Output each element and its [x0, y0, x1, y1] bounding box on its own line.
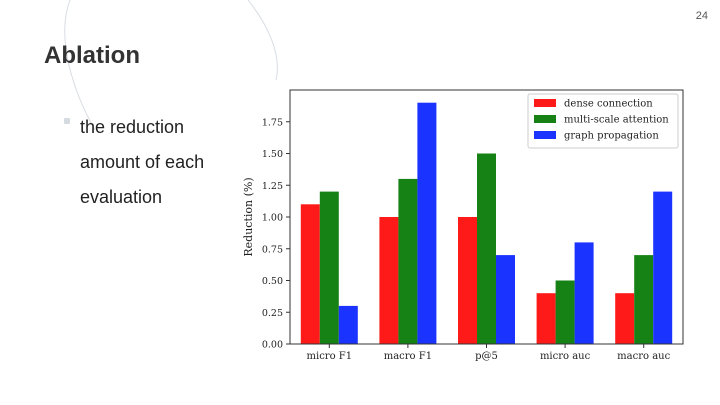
legend: dense connection multi-scale attention gra… — [527, 93, 679, 149]
x-tick-label: p@5 — [475, 351, 498, 362]
bar-dense-connection-0 — [300, 204, 320, 344]
bar-multi-scale-attention-3 — [555, 280, 575, 344]
legend-swatch-1 — [534, 115, 556, 123]
y-tick-label: 0.75 — [262, 244, 283, 255]
bar-graph-propagation-1 — [417, 102, 437, 344]
bar-dense-connection-4 — [615, 293, 635, 344]
bar-graph-propagation-4 — [653, 191, 673, 344]
bar-graph-propagation-2 — [496, 255, 515, 344]
legend-label-0: dense connection — [564, 99, 653, 110]
bar-chart: 0.00 0.25 0.50 0.75 1.00 1.25 1.50 1.75 micro F… — [242, 89, 684, 362]
legend-swatch-0 — [534, 99, 556, 107]
y-tick-label: 1.75 — [262, 117, 283, 128]
legend-label-2: graph propagation — [564, 131, 659, 142]
y-tick-label: 1.00 — [262, 213, 283, 224]
legend-swatch-2 — [534, 131, 556, 139]
bar-dense-connection-3 — [536, 293, 556, 344]
x-tick-label: micro F1 — [307, 351, 353, 362]
slide-title: Ablation — [44, 42, 140, 69]
bullet-text: the reduction amount of each evaluation — [80, 117, 205, 207]
y-tick-label: 0.00 — [262, 340, 283, 351]
x-tick-label: macro auc — [617, 351, 670, 362]
x-tick-label: macro F1 — [384, 351, 432, 362]
bar-multi-scale-attention-0 — [319, 191, 339, 344]
bars-group — [300, 102, 673, 344]
bar-multi-scale-attention-1 — [398, 178, 418, 344]
bar-dense-connection-2 — [458, 217, 477, 344]
y-axis-label: Reduction (%) — [242, 177, 255, 256]
x-axis: micro F1 macro F1 p@5 micro auc macro auc — [307, 344, 671, 362]
bar-graph-propagation-0 — [338, 305, 358, 344]
y-tick-label: 0.25 — [262, 308, 283, 319]
bullet-marker — [64, 118, 70, 124]
legend-label-1: multi-scale attention — [564, 115, 669, 126]
y-axis: 0.00 0.25 0.50 0.75 1.00 1.25 1.50 1.75 — [262, 117, 290, 351]
bar-graph-propagation-3 — [574, 242, 594, 344]
y-tick-label: 1.25 — [262, 181, 283, 192]
y-tick-label: 0.50 — [262, 276, 283, 287]
y-tick-label: 1.50 — [262, 149, 283, 160]
x-tick-label: micro auc — [540, 351, 591, 362]
bar-multi-scale-attention-4 — [634, 255, 654, 344]
legend-box — [527, 93, 679, 149]
page-number: 24 — [695, 10, 708, 22]
bar-multi-scale-attention-2 — [477, 153, 496, 344]
bar-dense-connection-1 — [379, 217, 399, 344]
